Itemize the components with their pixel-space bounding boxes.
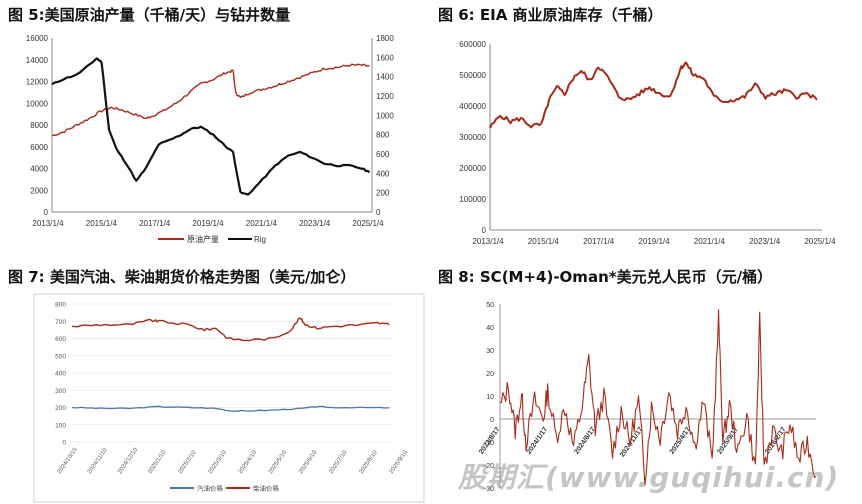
series-line-gasoline <box>71 405 390 413</box>
chart-svg: 0 100000 200000 300000 400000 500000 600000 201… <box>459 40 836 246</box>
x-tick-label: 2019/1/4 <box>192 219 224 228</box>
chart-title: 图 8: SC(M+4)-Oman*美元兑人民币（元/桶） <box>438 268 773 286</box>
y-tick-label: 200000 <box>459 164 486 173</box>
y-tick-label: 0 <box>482 226 487 235</box>
legend-label-diesel: 柴油价格 <box>253 484 280 493</box>
y-tick-label: 500 <box>55 353 66 360</box>
x-tick-label: 2017/1/4 <box>139 219 171 228</box>
y-tick-label: 10000 <box>26 99 49 108</box>
x-tick-label: 2025/7/10 <box>328 449 349 475</box>
y-tick-label: 8000 <box>30 121 48 130</box>
y-tick-label: 400 <box>55 371 66 378</box>
y-tick-label: -30 <box>484 486 494 493</box>
y-tick-label: 100000 <box>459 195 486 204</box>
y-tick-label: 500000 <box>459 71 486 80</box>
y2-tick-label: 1200 <box>376 92 394 101</box>
plot-frame <box>33 293 425 503</box>
chart-title: 图 5:美国原油产量（千桶/天）与钻井数量 <box>8 6 291 24</box>
y-tick-label: 400000 <box>459 102 486 111</box>
chart-svg: 0 2000 4000 6000 8000 10000 12000 14000 16000 0 20… <box>26 34 395 244</box>
y-tick-label: 0 <box>44 208 49 217</box>
chart-title: 图 7: 美国汽油、柴油期货价格走势图（美元/加仑） <box>8 268 356 286</box>
x-tick-label: 2025/1/4 <box>804 237 836 246</box>
chart-svg: 0 100 200 300 400 500 600 700 800 2024/10/10 2024/… <box>33 293 425 503</box>
x-tick-label: 2024/12/10 <box>117 447 140 476</box>
chart-panel-eia-inventory: 图 6: EIA 商业原油库存（千桶） 0 100000 200000 300000 4… <box>430 0 862 262</box>
x-tick-label: 2025/1/10 <box>147 449 168 475</box>
y2-tick-label: 800 <box>376 131 390 140</box>
y-tick-label: 20 <box>486 371 494 378</box>
series-line-diesel <box>71 317 390 342</box>
y-tick-label: 600 <box>55 336 66 343</box>
y-tick-label: 800 <box>55 302 66 309</box>
y2-tick-label: 1400 <box>376 73 394 82</box>
x-tick-label: 2019/1/4 <box>638 237 670 246</box>
y-tick-label: 100 <box>55 422 66 429</box>
y-tick-label: -20 <box>484 463 494 470</box>
x-tick-label: 2025/9/10 <box>389 449 410 475</box>
y2-tick-label: 1000 <box>376 111 394 120</box>
chart-title: 图 6: EIA 商业原油库存（千桶） <box>438 6 663 24</box>
x-tick-label: 2025/8/10 <box>359 449 380 475</box>
y-tick-label: 16000 <box>26 34 49 43</box>
series-line-production <box>51 63 370 137</box>
y-tick-label: 50 <box>486 302 494 309</box>
x-tick-label: 2013/1/4 <box>472 237 504 246</box>
x-tick-label: 2025/4/10 <box>238 449 259 475</box>
x-tick-label: 2025/1/4 <box>352 219 384 228</box>
legend-label-production: 原油产量 <box>187 234 219 244</box>
x-tick-label: 2024/10/10 <box>57 447 80 476</box>
y2-tick-label: 200 <box>376 189 390 198</box>
y2-tick-label: 1800 <box>376 34 394 43</box>
x-tick-label: 2025/6/10 <box>298 449 319 475</box>
y-tick-label: 300000 <box>459 133 486 142</box>
series-line-spread <box>499 309 817 486</box>
chart-svg: -30 -20 -10 0 10 20 30 40 50 2023/8/17 2024/1/17 20… <box>478 302 817 493</box>
chart-panel-crude-production: 图 5:美国原油产量（千桶/天）与钻井数量 0 2000 4000 6000 8000 1… <box>0 0 430 262</box>
y2-tick-label: 0 <box>376 208 381 217</box>
y-tick-label: 12000 <box>26 78 49 87</box>
y-tick-label: -10 <box>484 440 494 447</box>
y-tick-label: 2000 <box>30 186 48 195</box>
x-tick-label: 2024/1/17 <box>526 426 550 456</box>
x-tick-label: 2025/4/17 <box>669 426 693 456</box>
chart-panel-sc-oman-spread: 图 8: SC(M+4)-Oman*美元兑人民币（元/桶） -30 -20 -10 0… <box>430 262 862 504</box>
x-tick-label: 2017/1/4 <box>583 237 615 246</box>
y2-tick-label: 1600 <box>376 53 394 62</box>
watermark: 股期汇(www.guqihui.cn) <box>458 461 840 494</box>
y2-tick-label: 400 <box>376 169 390 178</box>
y-tick-label: 200 <box>55 405 66 412</box>
x-tick-label: 2023/1/4 <box>299 219 331 228</box>
x-tick-label: 2025/3/10 <box>208 449 229 475</box>
legend-label-gasoline: 汽油价格 <box>197 484 224 493</box>
y-tick-label: 6000 <box>30 143 48 152</box>
y2-tick-label: 600 <box>376 150 390 159</box>
x-tick-label: 2023/8/17 <box>478 426 502 456</box>
series-line-rig <box>51 57 371 196</box>
y-tick-label: 0 <box>62 440 66 447</box>
chart-panel-gasoline-diesel: 图 7: 美国汽油、柴油期货价格走势图（美元/加仑） 0 100 200 300 400… <box>0 262 430 504</box>
x-tick-label: 2024/6/17 <box>573 426 597 456</box>
x-tick-label: 2023/1/4 <box>749 237 781 246</box>
x-tick-label: 2025/5/10 <box>268 449 289 475</box>
y-tick-label: 30 <box>486 348 494 355</box>
y-tick-label: 700 <box>55 319 66 326</box>
y-tick-label: 300 <box>55 388 66 395</box>
legend-label-rig: Rig <box>254 235 266 244</box>
x-tick-label: 2015/1/4 <box>528 237 560 246</box>
y-tick-label: 600000 <box>459 40 486 49</box>
y-tick-label: 4000 <box>30 165 48 174</box>
x-tick-label: 2021/1/4 <box>694 237 726 246</box>
series-line-inventory <box>489 61 818 129</box>
x-tick-label: 2015/1/4 <box>86 219 118 228</box>
y-tick-label: 40 <box>486 325 494 332</box>
x-tick-label: 2024/11/10 <box>87 447 109 475</box>
x-tick-label: 2025/2/10 <box>177 449 198 475</box>
x-tick-label: 2021/1/4 <box>246 219 278 228</box>
y-tick-label: 14000 <box>26 56 49 65</box>
y-tick-label: 0 <box>490 417 494 424</box>
y-tick-label: 10 <box>486 394 494 401</box>
x-tick-label: 2013/1/4 <box>32 219 64 228</box>
